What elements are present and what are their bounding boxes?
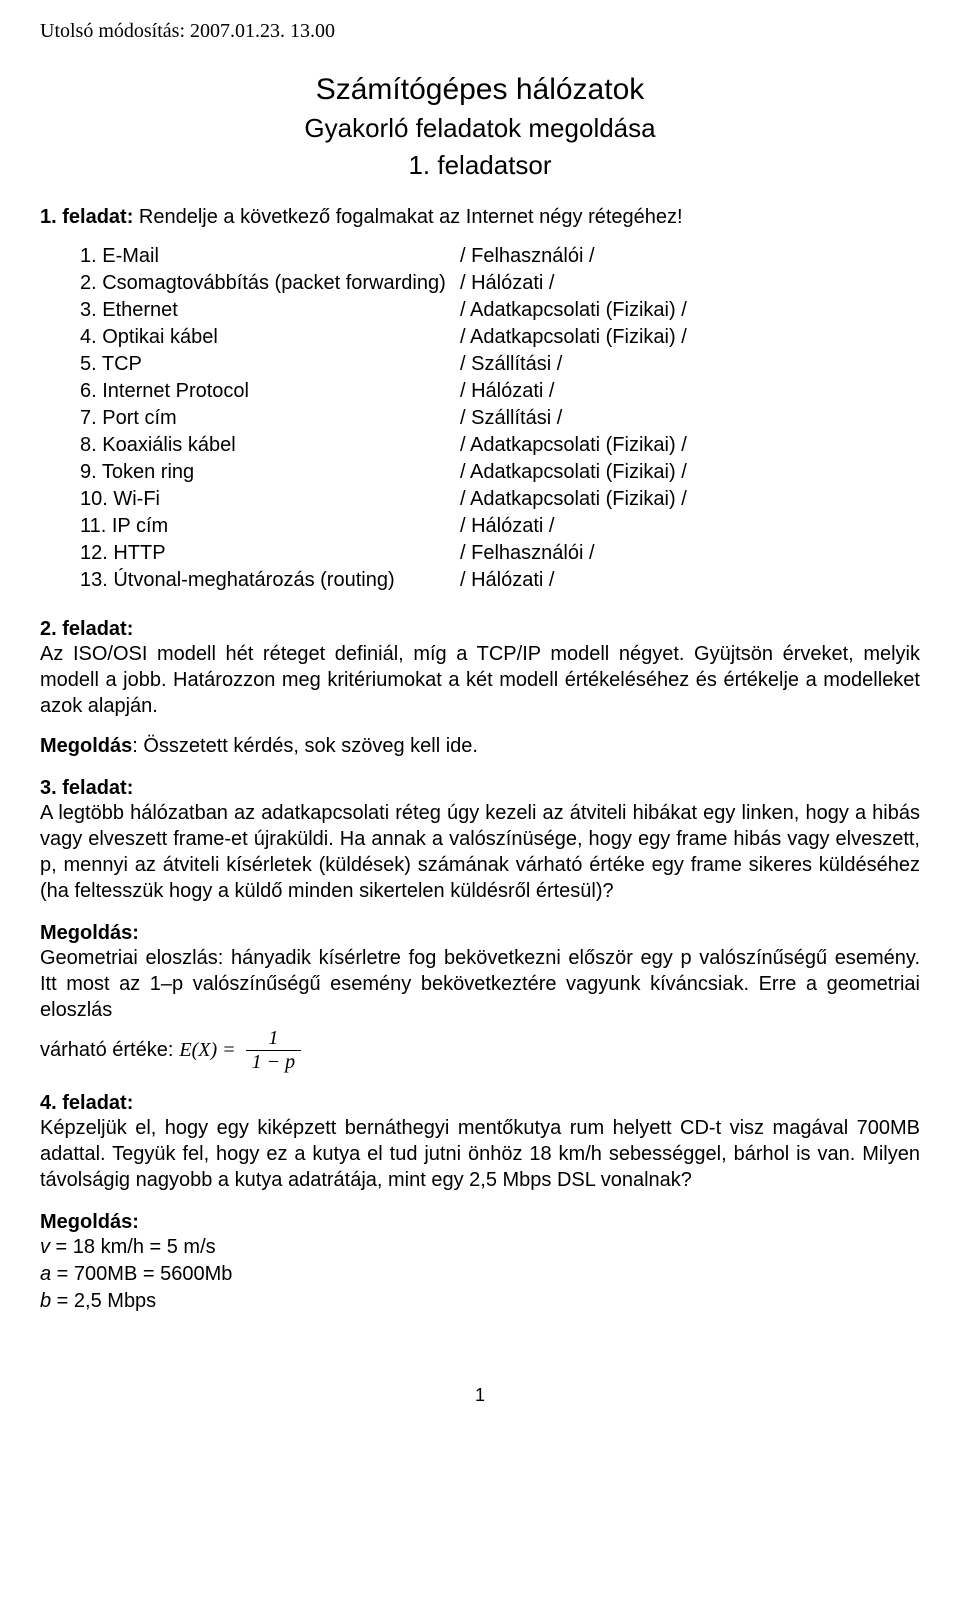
task1-row-left: 11. IP cím	[80, 513, 460, 540]
task4-body: Képzeljük el, hogy egy kiképzett bernáth…	[40, 1115, 920, 1193]
task1-row-right: / Hálózati /	[460, 378, 920, 405]
task1-row-left: 6. Internet Protocol	[80, 378, 460, 405]
task1-row-right: / Adatkapcsolati (Fizikai) /	[460, 324, 920, 351]
formula-fraction: 1 1 − p	[246, 1027, 302, 1074]
task1-row: 9. Token ring/ Adatkapcsolati (Fizikai) …	[80, 459, 920, 486]
task1-row: 8. Koaxiális kábel/ Adatkapcsolati (Fizi…	[80, 432, 920, 459]
task3-label: 3. feladat:	[40, 777, 920, 800]
task1-row-right: / Hálózati /	[460, 270, 920, 297]
task1-row: 1. E-Mail/ Felhasználói /	[80, 243, 920, 270]
task1-table: 1. E-Mail/ Felhasználói /2. Csomagtovább…	[80, 243, 920, 594]
task1-row-right: / Hálózati /	[460, 513, 920, 540]
title-block: Számítógépes hálózatok Gyakorló feladato…	[40, 73, 920, 181]
task4-value-line: a = 700MB = 5600Mb	[40, 1261, 920, 1288]
task2-solution: Megoldás: Összetett kérdés, sok szöveg k…	[40, 733, 920, 759]
task2-body: Az ISO/OSI modell hét réteget definiál, …	[40, 641, 920, 719]
task1-row-left: 10. Wi-Fi	[80, 486, 460, 513]
task1-row-right: / Felhasználói /	[460, 243, 920, 270]
task1-row-left: 1. E-Mail	[80, 243, 460, 270]
formula-ex: E(X) =	[179, 1039, 235, 1062]
task2-label: 2. feladat:	[40, 618, 920, 641]
task3-solution-body: Geometriai eloszlás: hányadik kísérletre…	[40, 945, 920, 1023]
task1-row-left: 3. Ethernet	[80, 297, 460, 324]
task1-row-left: 8. Koaxiális kábel	[80, 432, 460, 459]
task1-row: 4. Optikai kábel/ Adatkapcsolati (Fizika…	[80, 324, 920, 351]
task4-label: 4. feladat:	[40, 1092, 920, 1115]
task2-solution-text: : Összetett kérdés, sok szöveg kell ide.	[132, 735, 478, 757]
task1-row-left: 4. Optikai kábel	[80, 324, 460, 351]
task1-row: 5. TCP/ Szállítási /	[80, 351, 920, 378]
task4-values: v = 18 km/h = 5 m/sa = 700MB = 5600Mbb =…	[40, 1234, 920, 1315]
task4-solution-label: Megoldás:	[40, 1211, 920, 1234]
task1-row: 13. Útvonal-meghatározás (routing)/ Háló…	[80, 567, 920, 594]
task1-intro: 1. feladat: Rendelje a következő fogalma…	[40, 206, 920, 229]
task1-row-right: / Adatkapcsolati (Fizikai) /	[460, 432, 920, 459]
task1-row-left: 7. Port cím	[80, 405, 460, 432]
page-number: 1	[40, 1385, 920, 1406]
task1-row: 3. Ethernet/ Adatkapcsolati (Fizikai) /	[80, 297, 920, 324]
task1-row-left: 5. TCP	[80, 351, 460, 378]
doc-subtitle: Gyakorló feladatok megoldása	[40, 113, 920, 144]
task1-row-right: / Szállítási /	[460, 351, 920, 378]
doc-title: Számítógépes hálózatok	[40, 73, 920, 107]
document-page: Utolsó módosítás: 2007.01.23. 13.00 Szám…	[0, 0, 960, 1446]
task1-row-left: 9. Token ring	[80, 459, 460, 486]
task1-row-right: / Felhasználói /	[460, 540, 920, 567]
task1-row: 12. HTTP/ Felhasználói /	[80, 540, 920, 567]
task1-text: Rendelje a következő fogalmakat az Inter…	[133, 206, 682, 228]
task3-solution-label: Megoldás:	[40, 922, 920, 945]
task4-value-line: v = 18 km/h = 5 m/s	[40, 1234, 920, 1261]
task3-formula: várható értéke: E(X) = 1 1 − p	[40, 1027, 920, 1074]
task1-row: 11. IP cím/ Hálózati /	[80, 513, 920, 540]
task1-row: 10. Wi-Fi/ Adatkapcsolati (Fizikai) /	[80, 486, 920, 513]
task3-body: A legtöbb hálózatban az adatkapcsolati r…	[40, 800, 920, 904]
task1-row-left: 12. HTTP	[80, 540, 460, 567]
task4-value-line: b = 2,5 Mbps	[40, 1288, 920, 1315]
formula-denominator: 1 − p	[246, 1050, 302, 1074]
task1-row-right: / Adatkapcsolati (Fizikai) /	[460, 486, 920, 513]
task2-solution-label: Megoldás	[40, 735, 132, 757]
task1-row-right: / Adatkapcsolati (Fizikai) /	[460, 459, 920, 486]
task1-label: 1. feladat:	[40, 206, 133, 228]
task1-row-right: / Hálózati /	[460, 567, 920, 594]
task1-row-right: / Adatkapcsolati (Fizikai) /	[460, 297, 920, 324]
task1-row: 6. Internet Protocol/ Hálózati /	[80, 378, 920, 405]
task1-row-left: 13. Útvonal-meghatározás (routing)	[80, 567, 460, 594]
doc-series: 1. feladatsor	[40, 150, 920, 181]
task1-row: 7. Port cím/ Szállítási /	[80, 405, 920, 432]
task1-row-left: 2. Csomagtovábbítás (packet forwarding)	[80, 270, 460, 297]
last-modified: Utolsó módosítás: 2007.01.23. 13.00	[40, 20, 920, 43]
formula-prefix: várható értéke:	[40, 1039, 173, 1062]
formula-numerator: 1	[262, 1027, 284, 1050]
task1-row-right: / Szállítási /	[460, 405, 920, 432]
task1-row: 2. Csomagtovábbítás (packet forwarding)/…	[80, 270, 920, 297]
